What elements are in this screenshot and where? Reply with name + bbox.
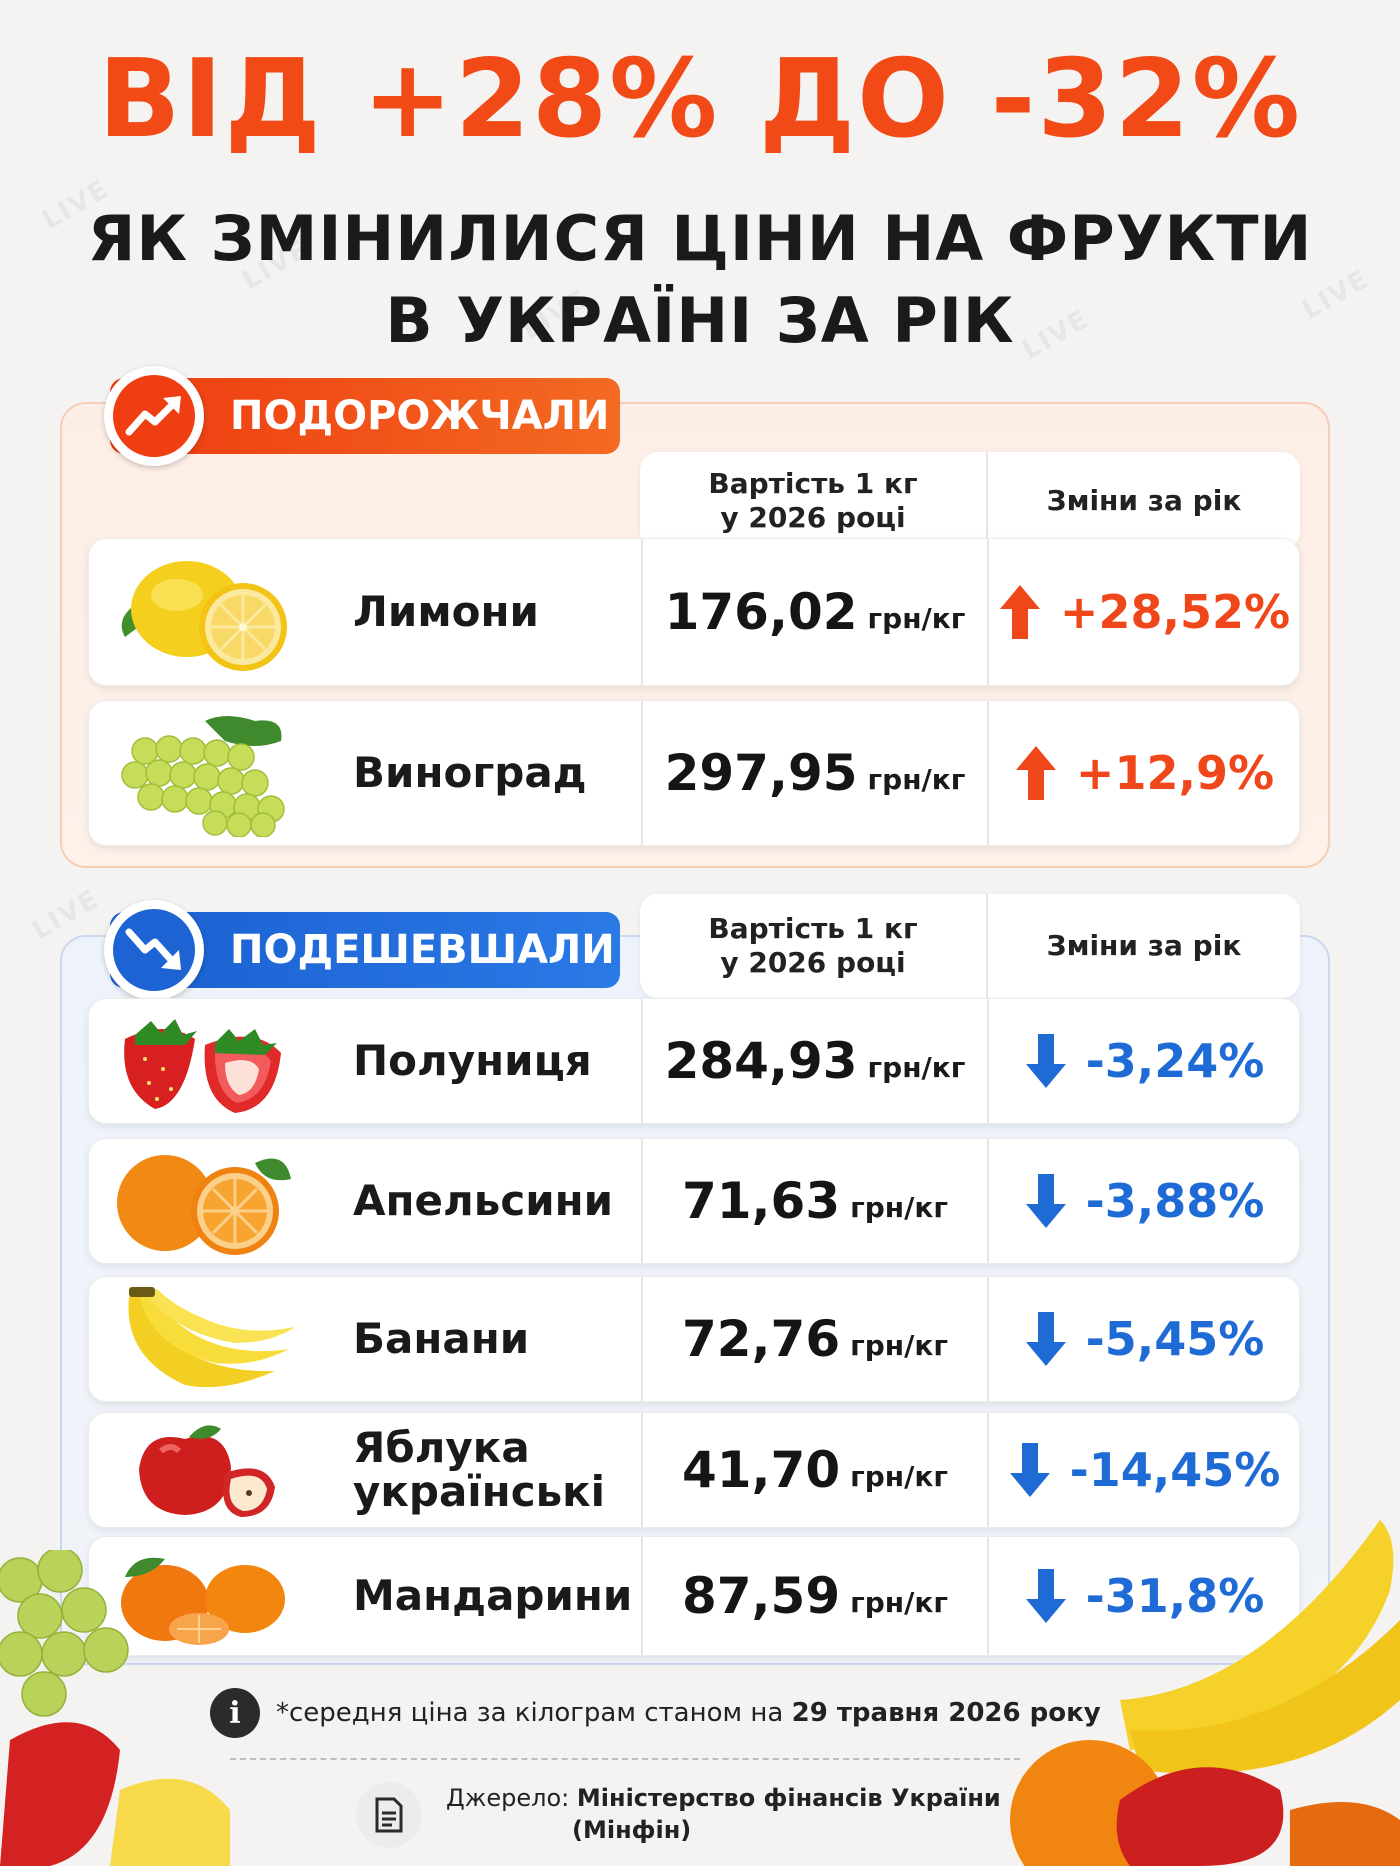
price-decrease-label: ПОДЕШЕВШАЛИ (230, 927, 615, 973)
arrow-down-icon (1025, 1312, 1066, 1366)
orange-icon (105, 1149, 305, 1255)
change-value: -3,88% (1085, 1174, 1265, 1228)
change-value: +28,52% (1059, 585, 1291, 639)
price-value: 297,95 (664, 744, 858, 802)
price-value: 284,93 (664, 1032, 858, 1090)
table-header: Вартість 1 кг у 2026 році Зміни за рік (640, 894, 1300, 998)
price-decrease-badge: ПОДЕШЕВШАЛИ (104, 900, 620, 1000)
footnote-prefix: *середня ціна за кілограм станом на (276, 1698, 792, 1728)
source-label: Джерело: (446, 1784, 577, 1812)
fruit-name: Полуниця (353, 1036, 592, 1085)
price-cell: 87,59 грн/кг (643, 1537, 987, 1655)
tangerine-icon (105, 1547, 305, 1645)
document-icon (356, 1782, 422, 1848)
arrow-up-icon (999, 585, 1040, 639)
price-unit: грн/кг (850, 1328, 949, 1362)
table-row: Банани 72,76 грн/кг -5,45% (88, 1276, 1300, 1402)
price-value: 72,76 (681, 1310, 841, 1368)
table-row: Лимони 176,02 грн/кг +28,52% (88, 538, 1300, 686)
change-cell: -3,88% (989, 1139, 1301, 1263)
decorative-fruit-left-icon (0, 1550, 230, 1866)
table-row: Мандарини 87,59 грн/кг -31,8% (88, 1536, 1300, 1656)
change-value: +12,9% (1075, 746, 1275, 800)
price-unit: грн/кг (867, 601, 966, 635)
price-cell: 41,70 грн/кг (643, 1413, 987, 1527)
change-cell: -14,45% (989, 1413, 1301, 1527)
price-unit: грн/кг (850, 1459, 949, 1493)
strawberry-icon (105, 1009, 305, 1113)
source-block: Джерело: Міністерство фінансів України (… (356, 1776, 1056, 1856)
column-header-price-line2: у 2026 році (720, 946, 906, 979)
grapes-icon (105, 711, 305, 838)
change-cell: +28,52% (989, 539, 1301, 685)
page-title: ВІД +28% ДО -32% (98, 37, 1302, 162)
price-cell: 176,02 грн/кг (643, 539, 987, 685)
change-cell: -31,8% (989, 1537, 1301, 1655)
fruit-name: Лимони (353, 587, 539, 636)
banana-icon (105, 1287, 305, 1391)
column-header-price-line1: Вартість 1 кг (708, 467, 918, 500)
change-value: -5,45% (1085, 1312, 1265, 1366)
price-value: 87,59 (681, 1567, 841, 1625)
price-increase-badge: ПОДОРОЖЧАЛИ (104, 366, 620, 466)
table-row: Виноград 297,95 грн/кг +12,9% (88, 700, 1300, 846)
change-value: -3,24% (1085, 1034, 1265, 1088)
price-value: 176,02 (664, 583, 858, 641)
source-abbrev: (Мінфін) (572, 1816, 692, 1844)
change-value: -31,8% (1085, 1569, 1265, 1623)
column-header-price: Вартість 1 кг у 2026 році (640, 894, 986, 998)
fruit-name: Виноград (353, 748, 587, 797)
fruit-name: Банани (353, 1314, 530, 1363)
footnote: i *середня ціна за кілограм станом на 29… (210, 1688, 1110, 1738)
table-row: Полуниця 284,93 грн/кг -3,24% (88, 998, 1300, 1124)
arrow-down-icon (1009, 1443, 1050, 1497)
column-header-price: Вартість 1 кг у 2026 році (640, 452, 986, 550)
column-header-change: Зміни за рік (986, 452, 1300, 550)
change-cell: -3,24% (989, 999, 1301, 1123)
subtitle-line-1: ЯК ЗМІНИЛИСЯ ЦІНИ НА ФРУКТИ (87, 202, 1313, 275)
trend-up-icon (113, 375, 195, 457)
decorative-fruit-right-icon (1010, 1520, 1400, 1866)
price-cell: 72,76 грн/кг (643, 1277, 987, 1401)
column-header-price-line1: Вартість 1 кг (708, 912, 918, 945)
subtitle-line-2: В УКРАЇНІ ЗА РІК (385, 284, 1015, 357)
fruit-name-line1: Яблука (353, 1423, 530, 1472)
table-row: Апельсини 71,63 грн/кг -3,88% (88, 1138, 1300, 1264)
page-subtitle: ЯК ЗМІНИЛИСЯ ЦІНИ НА ФРУКТИ В УКРАЇНІ ЗА… (0, 198, 1400, 362)
fruit-name: Апельсини (353, 1176, 614, 1225)
price-cell: 284,93 грн/кг (643, 999, 987, 1123)
source-text: Джерело: Міністерство фінансів України (… (446, 1782, 1001, 1846)
info-icon: i (210, 1688, 260, 1738)
arrow-up-icon (1015, 746, 1056, 800)
price-unit: грн/кг (850, 1585, 949, 1619)
price-value: 41,70 (681, 1441, 841, 1499)
price-unit: грн/кг (850, 1190, 949, 1224)
change-value: -14,45% (1069, 1443, 1281, 1497)
trend-down-icon (113, 909, 195, 991)
apple-icon (105, 1423, 305, 1517)
change-cell: +12,9% (989, 701, 1301, 845)
change-cell: -5,45% (989, 1277, 1301, 1401)
fruit-name-line2: українські (353, 1467, 606, 1516)
price-unit: грн/кг (867, 1050, 966, 1084)
table-header: Вартість 1 кг у 2026 році Зміни за рік (640, 452, 1300, 550)
column-header-price-line2: у 2026 році (720, 501, 906, 534)
divider (230, 1758, 1020, 1760)
price-cell: 297,95 грн/кг (643, 701, 987, 845)
price-unit: грн/кг (867, 762, 966, 796)
footnote-text: *середня ціна за кілограм станом на 29 т… (276, 1698, 1101, 1728)
table-row: Яблука українські 41,70 грн/кг -14,45% (88, 1412, 1300, 1528)
price-cell: 71,63 грн/кг (643, 1139, 987, 1263)
footnote-date: 29 травня 2026 року (791, 1698, 1101, 1728)
fruit-name: Яблука українські (353, 1413, 623, 1527)
column-header-change: Зміни за рік (986, 894, 1300, 998)
price-value: 71,63 (681, 1172, 841, 1230)
arrow-down-icon (1025, 1174, 1066, 1228)
arrow-down-icon (1025, 1569, 1066, 1623)
fruit-name: Мандарини (353, 1571, 633, 1620)
source-name: Міністерство фінансів України (576, 1784, 1001, 1812)
price-increase-label: ПОДОРОЖЧАЛИ (230, 393, 610, 439)
arrow-down-icon (1025, 1034, 1066, 1088)
lemon-icon (105, 549, 305, 675)
